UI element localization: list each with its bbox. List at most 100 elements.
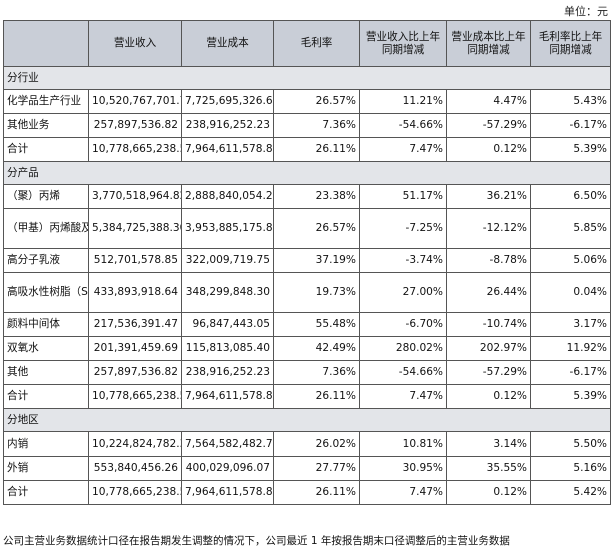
revenue-change-cell: 27.00%: [359, 272, 447, 313]
table-row: 化学品生产行业10,520,767,701.777,725,695,326.63…: [3, 89, 611, 114]
margin-change-cell: 5.39%: [530, 137, 611, 162]
header-revenue-change: 营业收入比上年同期增减: [359, 20, 447, 67]
table-row: 合计10,778,665,238.597,964,611,578.8626.11…: [3, 384, 611, 409]
cost-change-cell: -10.74%: [446, 312, 531, 337]
revenue-change-cell: 10.81%: [359, 431, 447, 457]
row-label-cell: 颜料中间体: [3, 312, 89, 337]
row-label-cell: 高吸水性树脂（SAP）: [3, 272, 89, 313]
footnote: 公司主营业务数据统计口径在报告期发生调整的情况下，公司最近 1 年按报告期末口径…: [3, 535, 510, 547]
revenue-cell: 257,897,536.82: [88, 360, 182, 385]
margin-change-cell: 0.04%: [530, 272, 611, 313]
row-label-cell: （甲基）丙烯酸及酯: [3, 208, 89, 249]
cost-cell: 238,916,252.23: [181, 113, 274, 138]
margin-cell: 26.02%: [273, 431, 360, 457]
cost-cell: 7,964,611,578.86: [181, 137, 274, 162]
revenue-change-cell: 280.02%: [359, 336, 447, 361]
revenue-cell: 10,778,665,238.59: [88, 384, 182, 409]
revenue-cell: 217,536,391.47: [88, 312, 182, 337]
table-row: （甲基）丙烯酸及酯5,384,725,388.303,953,885,175.8…: [3, 208, 611, 249]
cost-change-cell: 4.47%: [446, 89, 531, 114]
margin-change-cell: -6.17%: [530, 360, 611, 385]
cost-cell: 7,725,695,326.63: [181, 89, 274, 114]
margin-change-cell: 5.85%: [530, 208, 611, 249]
section-row: 分地区: [3, 408, 611, 432]
margin-cell: 26.11%: [273, 137, 360, 162]
header-margin-change: 毛利率比上年同期增减: [530, 20, 611, 67]
section-by-industry: 分行业: [3, 66, 611, 90]
margin-change-cell: 5.39%: [530, 384, 611, 409]
revenue-change-cell: 30.95%: [359, 456, 447, 481]
revenue-cell: 257,897,536.82: [88, 113, 182, 138]
table-row: 其他 257,897,536.82 238,916,252.23 7.36% -54.6…: [3, 360, 611, 385]
table-row: 合计10,778,665,238.597,964,611,578.8626.11…: [3, 137, 611, 162]
cost-change-cell: -12.12%: [446, 208, 531, 249]
row-label-cell: 高分子乳液: [3, 248, 89, 273]
header-blank: [3, 20, 89, 67]
margin-cell: 7.36%: [273, 113, 360, 138]
cost-cell: 7,964,611,578.86: [181, 480, 274, 505]
revenue-change-cell: 7.47%: [359, 137, 447, 162]
table-row: 合计10,778,665,238.597,964,611,578.8626.11…: [3, 480, 611, 505]
margin-cell: 27.77%: [273, 456, 360, 481]
table-row: 高吸水性树脂（SAP）433,893,918.64348,299,848.301…: [3, 272, 611, 313]
cost-cell: 3,953,885,175.89: [181, 208, 274, 249]
revenue-change-cell: -54.66%: [359, 113, 447, 138]
margin-cell: 37.19%: [273, 248, 360, 273]
table-row: 高分子乳液 512,701,578.85 322,009,719.75 37.19% -…: [3, 248, 611, 273]
revenue-cell: 512,701,578.85: [88, 248, 182, 273]
margin-cell: 7.36%: [273, 360, 360, 385]
margin-cell: 42.49%: [273, 336, 360, 361]
revenue-change-cell: -7.25%: [359, 208, 447, 249]
cost-cell: 322,009,719.75: [181, 248, 274, 273]
margin-cell: 26.11%: [273, 480, 360, 505]
margin-cell: 26.57%: [273, 89, 360, 114]
section-by-region: 分地区: [3, 408, 611, 432]
revenue-cell: 10,224,824,782.33: [88, 431, 182, 457]
revenue-cell: 201,391,459.69: [88, 336, 182, 361]
header-cost-change: 营业成本比上年同期增减: [446, 20, 531, 67]
revenue-breakdown-table: 营业收入 营业成本 毛利率 营业收入比上年同期增减 营业成本比上年同期增减 毛利…: [3, 20, 611, 505]
header-revenue: 营业收入: [88, 20, 182, 67]
table-row: 外销 553,840,456.26 400,029,096.07 27.77% 30.9…: [3, 456, 611, 481]
table-row: 双氧水 201,391,459.69 115,813,085.40 42.49% 280…: [3, 336, 611, 361]
section-by-product: 分产品: [3, 161, 611, 185]
revenue-cell: 10,520,767,701.77: [88, 89, 182, 114]
cost-change-cell: 35.55%: [446, 456, 531, 481]
cost-change-cell: 36.21%: [446, 184, 531, 209]
revenue-change-cell: 7.47%: [359, 384, 447, 409]
revenue-change-cell: -54.66%: [359, 360, 447, 385]
row-label-cell: 合计: [3, 137, 89, 162]
cost-change-cell: 3.14%: [446, 431, 531, 457]
cost-cell: 400,029,096.07: [181, 456, 274, 481]
row-label-cell: （聚）丙烯: [3, 184, 89, 209]
table-row: 其他业务 257,897,536.82 238,916,252.23 7.36% -54…: [3, 113, 611, 138]
margin-cell: 23.38%: [273, 184, 360, 209]
margin-change-cell: 5.06%: [530, 248, 611, 273]
cost-cell: 115,813,085.40: [181, 336, 274, 361]
row-label-cell: 其他: [3, 360, 89, 385]
cost-change-cell: -57.29%: [446, 113, 531, 138]
revenue-change-cell: -6.70%: [359, 312, 447, 337]
row-label-cell: 内销: [3, 431, 89, 457]
cost-change-cell: 202.97%: [446, 336, 531, 361]
header-row: 营业收入 营业成本 毛利率 营业收入比上年同期增减 营业成本比上年同期增减 毛利…: [3, 20, 611, 67]
revenue-cell: 10,778,665,238.59: [88, 137, 182, 162]
revenue-cell: 433,893,918.64: [88, 272, 182, 313]
cost-cell: 238,916,252.23: [181, 360, 274, 385]
header-cost: 营业成本: [181, 20, 274, 67]
cost-cell: 348,299,848.30: [181, 272, 274, 313]
margin-change-cell: 5.43%: [530, 89, 611, 114]
cost-change-cell: 0.12%: [446, 137, 531, 162]
cost-cell: 7,964,611,578.86: [181, 384, 274, 409]
cost-cell: 96,847,443.05: [181, 312, 274, 337]
header-margin: 毛利率: [273, 20, 360, 67]
row-label-cell: 其他业务: [3, 113, 89, 138]
revenue-cell: 10,778,665,238.59: [88, 480, 182, 505]
unit-label: 单位：元: [564, 5, 608, 18]
table-row: 颜料中间体 217,536,391.47 96,847,443.05 55.48% -6…: [3, 312, 611, 337]
margin-cell: 26.57%: [273, 208, 360, 249]
margin-change-cell: 3.17%: [530, 312, 611, 337]
revenue-change-cell: 7.47%: [359, 480, 447, 505]
margin-cell: 55.48%: [273, 312, 360, 337]
cost-change-cell: 26.44%: [446, 272, 531, 313]
